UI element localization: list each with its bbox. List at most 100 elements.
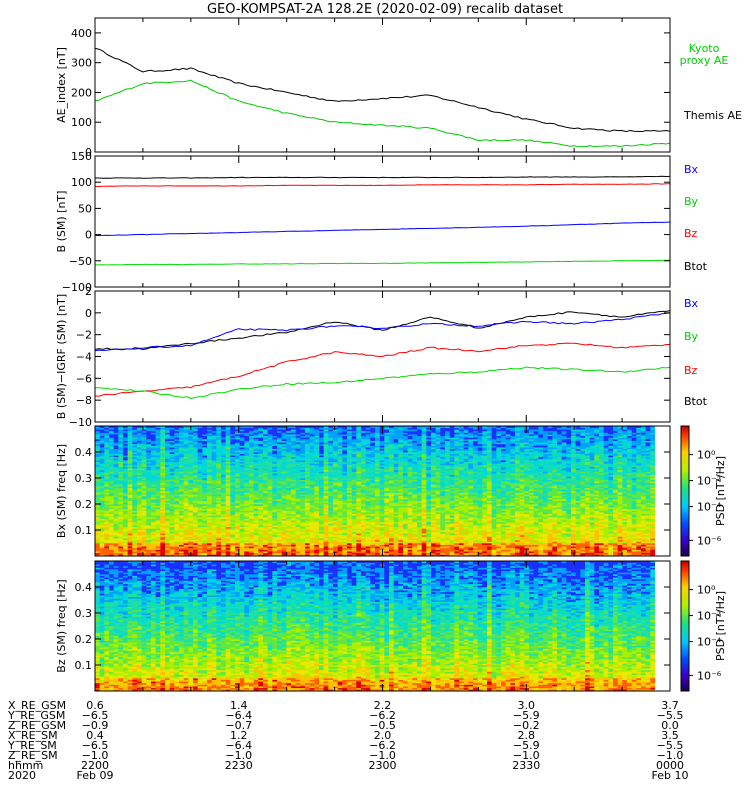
spectrogram-cell (127, 455, 133, 458)
spectrogram-cell (132, 439, 138, 441)
spectrogram-cell (137, 554, 142, 557)
series-line-by (95, 259, 671, 266)
spectrogram-cell (99, 440, 105, 443)
spectrogram-cell (118, 552, 124, 555)
spectrogram-cell (132, 486, 138, 489)
spectrogram-cell (146, 452, 152, 454)
spectrogram-cell (132, 450, 138, 453)
spectrogram-cell (95, 429, 100, 432)
spectrogram-cell (113, 474, 119, 477)
spectrogram-cell (113, 442, 119, 445)
spectrogram-cell (160, 523, 166, 526)
spectrogram-cell (113, 473, 119, 476)
spectrogram-cell (104, 526, 110, 529)
spectrogram-cell (141, 458, 147, 461)
spectrogram-cell (99, 507, 105, 510)
spectrogram-cell (155, 437, 161, 440)
spectrogram-cell (123, 554, 128, 557)
spectrogram-cell (127, 543, 133, 545)
spectrogram-cell (104, 430, 110, 433)
spectrogram-cell (132, 536, 138, 539)
spectrogram-cell (99, 497, 105, 500)
spectrogram-cell (123, 448, 128, 451)
spectrogram-cell (123, 466, 128, 469)
spectrogram-cell (141, 539, 147, 542)
spectrogram-cell (132, 463, 138, 466)
spectrogram-cell (104, 495, 110, 498)
series-line-bx (94, 312, 671, 352)
spectrogram-cell (141, 504, 147, 506)
spectrogram-cell (137, 497, 142, 500)
spectrogram-cell (113, 544, 119, 547)
spectrogram-cell (137, 434, 142, 437)
spectrogram-cell (95, 500, 100, 503)
spectrogram-cell (132, 469, 138, 472)
spectrogram-cell (160, 521, 166, 524)
spectrogram-cell (127, 447, 133, 450)
spectrogram-cell (123, 518, 128, 521)
spectrogram-cell (109, 552, 114, 555)
spectrogram-cell (146, 471, 152, 474)
spectrogram-cell (151, 528, 156, 531)
spectrogram-cell (137, 489, 142, 492)
spectrogram-cell (132, 521, 138, 524)
spectrogram-cell (141, 487, 147, 490)
spectrogram-cell (160, 525, 166, 528)
spectrogram-cell (127, 507, 133, 510)
spectrogram-cell (99, 427, 105, 430)
spectrogram-cell (99, 479, 105, 482)
spectrogram-cell (155, 473, 161, 476)
spectrogram-cell (118, 469, 124, 472)
spectrogram-cell (113, 430, 119, 433)
spectrogram-cell (113, 497, 119, 500)
spectrogram-cell (151, 471, 156, 474)
spectrogram-cell (109, 465, 114, 467)
spectrogram-cell (137, 504, 142, 506)
spectrogram-cell (151, 473, 156, 476)
spectrogram-cell (113, 508, 119, 511)
spectrogram-cell (123, 544, 128, 547)
spectrogram-cell (104, 533, 110, 536)
spectrogram-cell (151, 440, 156, 443)
spectrogram-cell (127, 549, 133, 552)
spectrogram-cell (109, 530, 114, 532)
spectrogram-cell (146, 487, 152, 490)
spectrogram-cell (118, 525, 124, 528)
spectrogram-cell (155, 543, 161, 545)
spectrogram-cell (141, 489, 147, 492)
spectrogram-cell (109, 479, 114, 482)
spectrogram-cell (141, 521, 147, 524)
spectrogram-cell (118, 508, 124, 511)
spectrogram-cell (151, 479, 156, 482)
spectrogram-cell (132, 432, 138, 435)
spectrogram-cell (118, 534, 124, 537)
spectrogram-cell (95, 434, 100, 437)
spectrogram-cell (127, 520, 133, 523)
spectrogram-cell (127, 534, 133, 537)
spectrogram-cell (123, 500, 128, 503)
spectrogram-cell (109, 528, 114, 531)
spectrogram-cell (104, 525, 110, 528)
spectrogram-cell (99, 551, 105, 554)
spectrogram-cell (146, 492, 152, 495)
spectrogram-cell (118, 484, 124, 487)
spectrogram-cell (104, 505, 110, 508)
spectrogram-cell (99, 547, 105, 550)
spectrogram-cell (118, 478, 124, 480)
spectrogram-cell (123, 456, 128, 459)
spectrogram-cell (155, 455, 161, 458)
spectrogram-cell (127, 443, 133, 446)
spectrogram-cell (155, 492, 161, 495)
spectrogram-cell (127, 435, 133, 438)
spectrogram-cell (113, 447, 119, 450)
spectrogram-cell (127, 479, 133, 482)
spectrogram-cell (109, 461, 114, 464)
spectrogram-cell (109, 460, 114, 463)
spectrogram-cell (99, 458, 105, 461)
spectrogram-cell (137, 526, 142, 529)
spectrogram-cell (132, 534, 138, 537)
spectrogram-cell (151, 463, 156, 466)
spectrogram-cell (132, 549, 138, 552)
spectrogram-cell (99, 526, 105, 529)
spectrogram-cell (99, 463, 105, 466)
